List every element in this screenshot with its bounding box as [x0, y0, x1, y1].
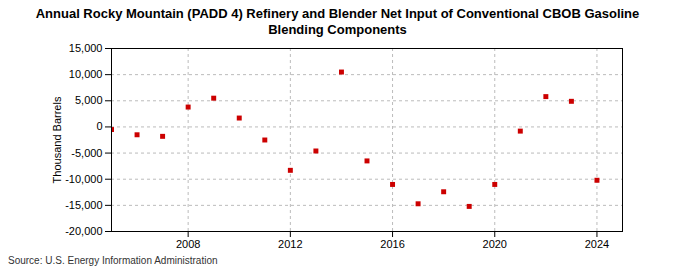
svg-text:2024: 2024 [585, 238, 609, 250]
svg-text:2012: 2012 [278, 238, 302, 250]
svg-text:-10,000: -10,000 [65, 173, 102, 185]
html-text:Source: U.S. Energy Informatio: Source: U.S. Energy Information Administ… [8, 255, 218, 266]
svg-text:Thousand Barrels: Thousand Barrels [51, 96, 63, 183]
html-text:Annual Rocky Mountain (PADD 4): Annual Rocky Mountain (PADD 4) Refinery … [35, 6, 640, 37]
svg-text:2008: 2008 [176, 238, 200, 250]
svg-text:-15,000: -15,000 [65, 199, 102, 211]
svg-text:0: 0 [96, 120, 102, 132]
svg-text:-5,000: -5,000 [71, 147, 102, 159]
svg-text:5,000: 5,000 [75, 94, 103, 106]
svg-text:2016: 2016 [380, 238, 404, 250]
svg-text:2020: 2020 [483, 238, 507, 250]
svg-text:10,000: 10,000 [69, 68, 103, 80]
svg-text:15,000: 15,000 [69, 42, 103, 54]
svg-text:-20,000: -20,000 [65, 225, 102, 237]
